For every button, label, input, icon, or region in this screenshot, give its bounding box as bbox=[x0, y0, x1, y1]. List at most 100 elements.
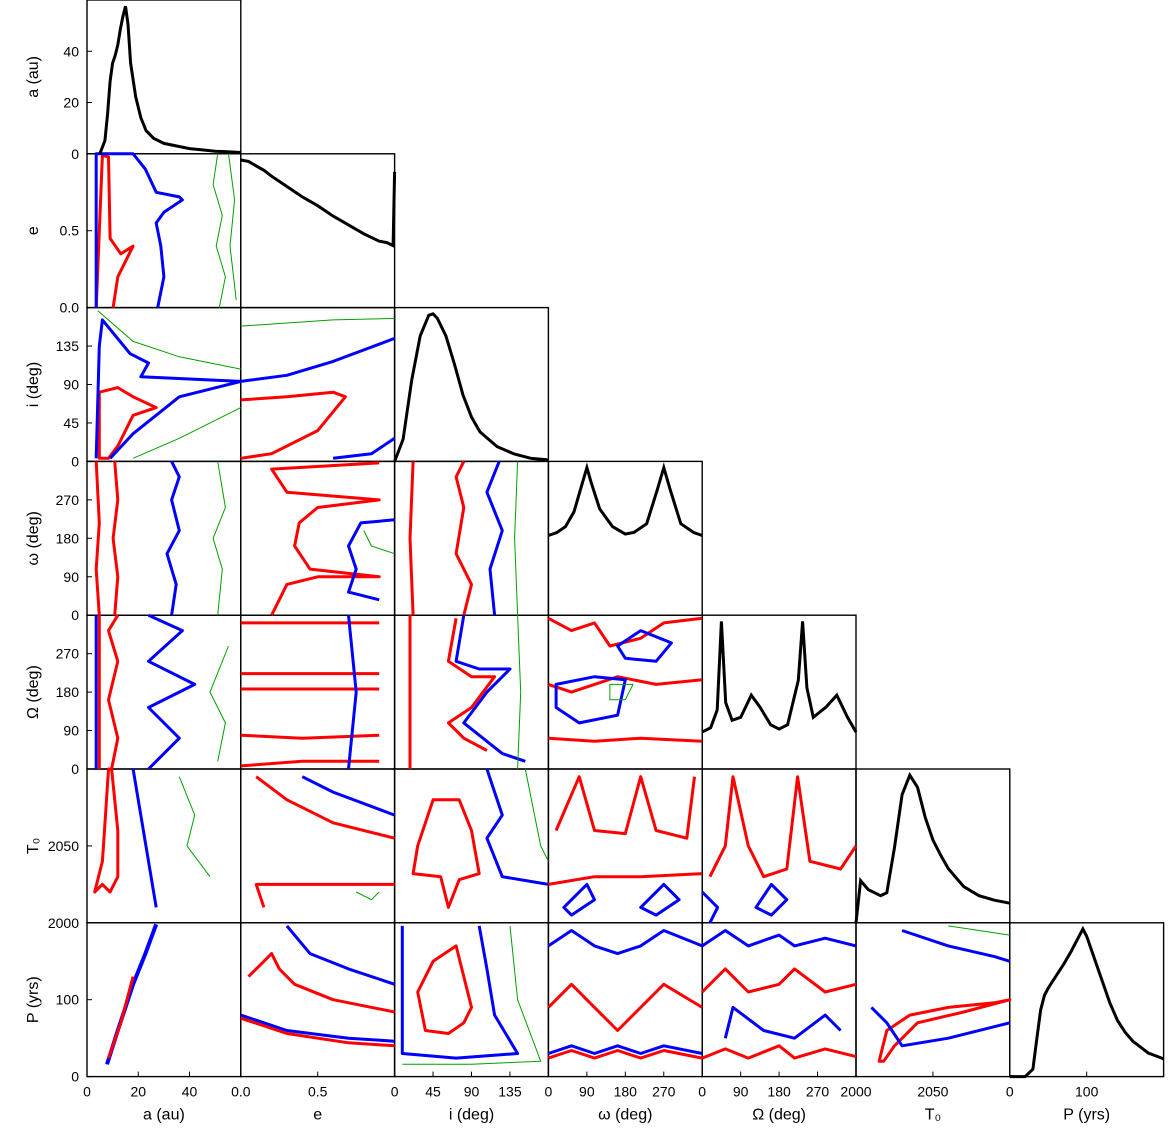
ytick-label-e: 0.5 bbox=[60, 223, 80, 239]
xtick-label-a: 0 bbox=[83, 1084, 91, 1100]
contour-i-a-3s bbox=[97, 310, 241, 370]
contour-O-e-1s-b bbox=[240, 733, 380, 740]
xtick-label-O: 90 bbox=[733, 1084, 749, 1100]
contour-T-w-1s-low bbox=[548, 872, 703, 886]
xtick-label-i: 135 bbox=[498, 1084, 522, 1100]
contour-P-w-2s-low bbox=[547, 1044, 703, 1055]
contour-T-w-1s bbox=[554, 775, 696, 840]
contour-T-w-2s-a bbox=[562, 882, 596, 917]
xtick-label-a: 20 bbox=[130, 1084, 146, 1100]
xtick-label-e: 0.5 bbox=[308, 1084, 328, 1100]
contour-P-i-2s bbox=[400, 925, 520, 1060]
histogram-i bbox=[393, 312, 549, 462]
contour-P-O-1s-mid bbox=[701, 967, 857, 994]
contour-O-w-1s-low bbox=[548, 736, 703, 743]
ytick-label-i: 135 bbox=[56, 338, 80, 354]
contour-w-a-1s-l bbox=[94, 461, 101, 616]
contour-e-a-3s bbox=[212, 153, 226, 308]
ytick-label-w: 180 bbox=[56, 530, 80, 546]
contour-P-w-1s-mid bbox=[547, 982, 703, 1032]
ytick-label-O: 270 bbox=[56, 646, 80, 662]
xlabel-w: ω (deg) bbox=[598, 1107, 652, 1124]
ytick-label-w: 270 bbox=[56, 492, 80, 508]
xtick-label-P: 0 bbox=[1006, 1084, 1014, 1100]
xtick-label-w: 0 bbox=[545, 1084, 553, 1100]
contour-O-w-3s bbox=[609, 683, 634, 701]
xtick-label-P: 100 bbox=[1075, 1084, 1099, 1100]
contour-i-e-3s bbox=[240, 317, 395, 327]
ytick-label-O: 180 bbox=[56, 684, 80, 700]
ytick-label-P: 100 bbox=[56, 992, 80, 1008]
contour-w-i-3s bbox=[514, 461, 519, 616]
contour-i-a-2s bbox=[94, 318, 243, 460]
xtick-label-i: 45 bbox=[425, 1084, 441, 1100]
contour-e-a-3s-b bbox=[228, 153, 237, 300]
contour-P-w-2s-top bbox=[547, 929, 703, 956]
tick-layer: 020400.00.504590135090180270090180270200… bbox=[48, 43, 1099, 1099]
ytick-label-P: 0 bbox=[71, 1069, 79, 1085]
contour-P-e-1s bbox=[247, 952, 395, 1014]
panel-w-e bbox=[240, 460, 396, 616]
histogram-T0 bbox=[854, 771, 1011, 923]
panel-O-i bbox=[393, 614, 550, 770]
panel-T0-T0 bbox=[855, 768, 1011, 924]
contour-P-w-1s-low bbox=[547, 1049, 703, 1060]
xlabel-e: e bbox=[313, 1107, 322, 1124]
contour-P-e-1s-low bbox=[240, 1016, 395, 1048]
contour-T-a-3s bbox=[178, 776, 211, 877]
ytick-label-a: 20 bbox=[63, 95, 79, 111]
histogram-a bbox=[98, 5, 241, 155]
ylabel-a: a (au) bbox=[25, 56, 42, 98]
xlabel-a: a (au) bbox=[143, 1107, 185, 1124]
contour-e-a-1s bbox=[94, 153, 135, 308]
ytick-label-i: 90 bbox=[63, 377, 79, 393]
contour-P-i-3s bbox=[402, 925, 542, 1065]
panel-w-a bbox=[86, 460, 242, 616]
xlabel-O: Ω (deg) bbox=[752, 1107, 806, 1124]
contour-P-a-1s bbox=[107, 976, 135, 1059]
contour-O-e-2s bbox=[347, 615, 358, 770]
panel-P-O bbox=[701, 922, 857, 1078]
ylabel-T0: T₀ bbox=[25, 838, 42, 854]
xtick-label-O: 270 bbox=[806, 1084, 830, 1100]
panel-grid bbox=[86, 0, 1165, 1078]
ytick-label-e: 0.0 bbox=[60, 300, 80, 316]
ytick-label-T0: 2000 bbox=[48, 915, 79, 931]
contour-P-T-1s bbox=[877, 998, 1012, 1063]
contour-P-T-2s-top bbox=[901, 929, 1011, 963]
contour-w-i-1s-l bbox=[408, 461, 415, 616]
ytick-label-T0: 2050 bbox=[48, 838, 79, 854]
contour-P-O-2s-top bbox=[701, 929, 857, 948]
contour-w-i-1s-r bbox=[454, 460, 473, 616]
contour-T-O-1s bbox=[708, 775, 858, 879]
contour-T-i-3s bbox=[524, 768, 549, 862]
contour-P-O-1s-low bbox=[701, 1044, 857, 1060]
ytick-label-a: 0 bbox=[71, 146, 79, 162]
ylabel-O: Ω (deg) bbox=[25, 665, 42, 719]
contour-P-O-2s-mid bbox=[723, 1005, 842, 1040]
contour-T-e-2s bbox=[301, 775, 396, 817]
panel-P-P bbox=[1009, 922, 1165, 1078]
axis-labels: a (au) e i (deg) ω (deg) Ω (deg) T₀ P (yrs) a (… bbox=[25, 56, 1110, 1124]
contour-w-a-2s bbox=[165, 460, 181, 616]
contour-O-w-1s-mid bbox=[547, 675, 703, 694]
ytick-label-w: 90 bbox=[63, 569, 79, 585]
panel-i-i bbox=[393, 306, 550, 463]
ytick-label-i: 0 bbox=[71, 453, 79, 469]
panel-w-w bbox=[547, 460, 703, 616]
xtick-label-O: 0 bbox=[698, 1084, 706, 1100]
panel-P-e bbox=[240, 922, 396, 1078]
contour-P-T-2s bbox=[870, 1006, 1011, 1048]
contour-O-i-2s bbox=[454, 614, 526, 763]
contour-P-T-3s bbox=[948, 925, 1010, 936]
histogram-w bbox=[547, 462, 703, 537]
marginal-histograms bbox=[98, 5, 1165, 1079]
contour-T-a-1s bbox=[93, 767, 120, 894]
contour-O-w-2s-a bbox=[554, 675, 627, 725]
ylabel-e: e bbox=[25, 226, 42, 235]
contour-w-a-3s bbox=[212, 461, 226, 616]
contour-i-e-2s-top bbox=[240, 336, 396, 383]
contour-w-a-1s-r bbox=[111, 461, 120, 616]
contour-O-a-2s bbox=[147, 613, 197, 771]
contour-w-e-3s bbox=[363, 530, 395, 555]
